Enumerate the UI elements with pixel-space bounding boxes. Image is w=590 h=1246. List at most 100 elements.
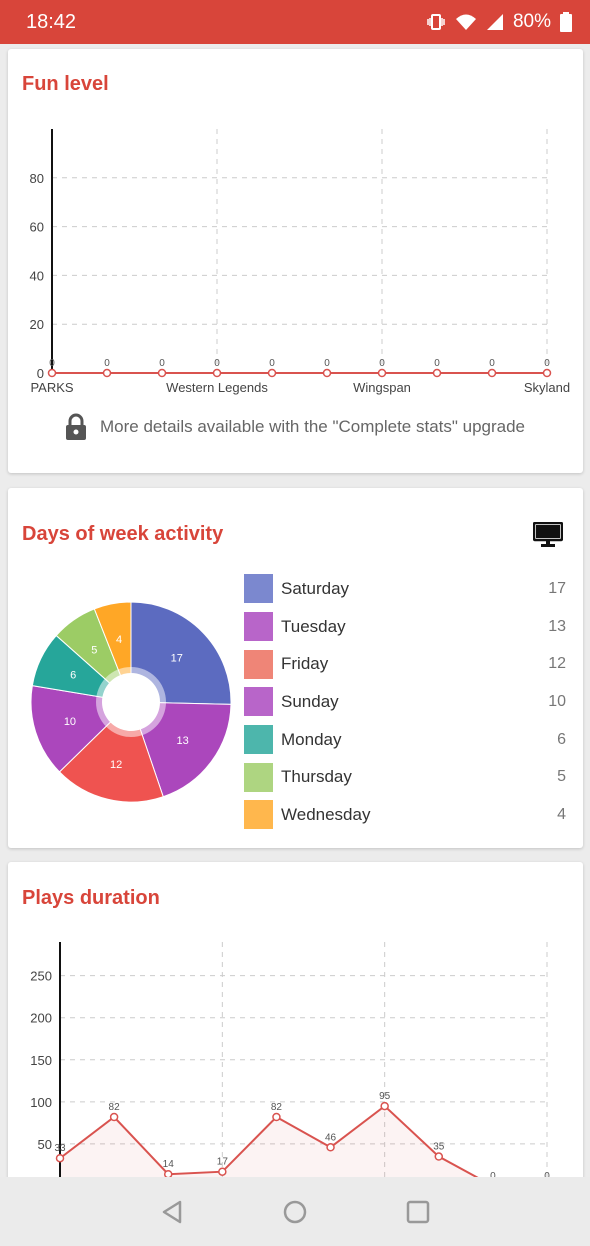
data-point [380,1101,389,1111]
plays-duration-chart: 50 100 150 200 250 33 82 14 17 82 46 95 35 0 0 [30,942,552,1191]
data-label: 0 [544,1171,550,1182]
legend-item-wednesday: Wednesday 4 [244,796,566,834]
legend-item-sunday: Sunday 10 [244,683,566,721]
legend-label: Saturday [281,578,350,598]
status-time: 18:42 [26,10,77,33]
upgrade-text: More details available with the "Complet… [100,417,526,436]
data-label: 46 [325,1132,337,1143]
y-tick-label: 200 [30,1011,52,1026]
data-point [109,1112,119,1122]
data-label: 95 [379,1091,391,1102]
y-tick-label: 40 [30,268,44,283]
legend-value: 10 [548,692,566,710]
legend-swatch [244,649,273,679]
x-tick-label: Wingspan [353,380,411,395]
pie-hole [102,673,160,731]
data-point [47,368,57,378]
legend-value: 17 [548,579,566,597]
data-label: 33 [54,1143,66,1154]
data-label: 17 [217,1157,229,1168]
legend-item-thursday: Thursday 5 [244,758,566,796]
signal-icon [486,14,503,30]
lock-icon [66,413,86,440]
data-point [542,368,552,378]
data-label: 0 [489,358,495,369]
legend-label: Sunday [281,691,339,711]
days-of-week-legend: Saturday 17 Tuesday 13 Friday 12 Sunday 10 Monda… [244,570,566,834]
days-of-week-card: Days of week activity 17 13 12 10 6 5 4 Saturd… [8,488,583,848]
home-icon[interactable] [282,1199,308,1225]
data-label: 14 [163,1159,175,1170]
vibrate-icon [427,14,445,30]
legend-value: 4 [557,805,566,823]
data-point [272,1112,281,1122]
y-tick-label: 150 [30,1053,52,1068]
y-tick-label: 60 [30,220,44,235]
legend-label: Tuesday [281,616,346,636]
legend-swatch [244,800,273,830]
legend-item-saturday: Saturday 17 [244,570,566,608]
battery-percent: 80% [512,11,551,32]
pie-value-label: 6 [70,669,76,681]
data-point [434,1152,444,1161]
data-point [55,1153,65,1163]
navigation-bar [0,1177,590,1246]
status-bar: 18:42 80% [0,0,590,44]
data-label: 82 [271,1102,283,1113]
x-tick-label: PARKS [30,380,73,395]
legend-swatch [244,612,273,642]
data-label: 0 [379,358,385,369]
data-point [432,368,442,378]
legend-label: Wednesday [281,804,371,824]
recents-icon[interactable] [405,1199,431,1225]
y-tick-label: 0 [37,366,44,381]
y-tick-label: 50 [38,1137,52,1152]
plays-duration-card: Plays duration 50 100 150 200 250 33 82 14 17 82 4… [8,862,583,1192]
legend-swatch [244,574,273,604]
data-label: 82 [109,1102,121,1113]
data-label: 0 [159,358,165,369]
data-point [487,368,497,378]
data-point [322,368,332,378]
pie-value-label: 5 [91,645,97,657]
legend-swatch [244,725,273,755]
pie-value-label: 10 [64,716,76,728]
data-label: 0 [49,358,55,369]
x-tick-label: Skyland [524,380,570,395]
data-label: 0 [490,1171,496,1182]
pie-value-label: 17 [171,652,183,664]
data-label: 0 [544,358,550,369]
pie-value-label: 13 [176,735,188,747]
legend-item-friday: Friday 12 [244,645,566,683]
legend-item-monday: Monday 6 [244,721,566,759]
data-label: 0 [434,358,440,369]
wifi-icon [455,14,476,30]
legend-label: Monday [281,729,342,749]
data-label: 0 [214,358,220,369]
plays-series-line [59,1104,547,1187]
data-label: 0 [269,358,275,369]
status-icons: 80% [426,11,572,33]
data-point [157,368,167,378]
monitor-icon[interactable] [533,522,563,548]
pie-value-label: 4 [116,634,122,646]
data-label: 35 [433,1142,445,1153]
y-tick-label: 80 [30,171,44,186]
battery-icon [560,12,572,32]
upgrade-notice[interactable]: More details available with the "Complet… [64,413,525,441]
y-tick-label: 100 [30,1095,52,1110]
back-icon[interactable] [159,1199,185,1225]
legend-value: 5 [557,768,566,786]
plays-area-fill [60,1106,547,1186]
fun-level-title: Fun level [22,73,109,95]
legend-value: 13 [548,617,566,635]
legend-label: Thursday [281,767,352,787]
legend-swatch [244,687,273,717]
fun-level-card: Fun level 0 20 40 60 80 0 0 0 0 0 0 0 0 0 0 PARKS Wester… [8,49,583,473]
data-point [326,1143,335,1152]
legend-value: 12 [548,655,566,673]
y-tick-label: 250 [30,969,52,984]
plays-duration-title: Plays duration [22,887,160,909]
data-label: 0 [324,358,330,369]
